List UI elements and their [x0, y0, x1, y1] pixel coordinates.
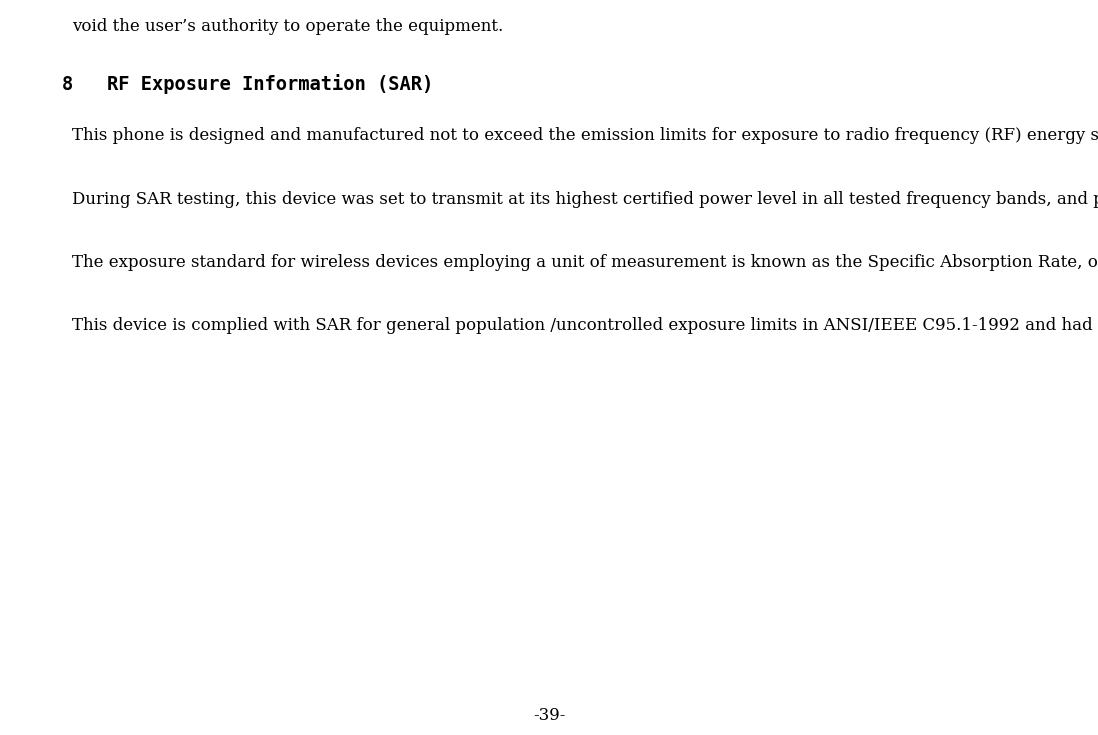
Text: This device is complied with SAR for general population /uncontrolled exposure l: This device is complied with SAR for gen…	[72, 318, 1098, 334]
Text: This phone is designed and manufactured not to exceed the emission limits for ex: This phone is designed and manufactured …	[72, 127, 1098, 144]
Text: void the user’s authority to operate the equipment.: void the user’s authority to operate the…	[72, 18, 503, 35]
Text: -39-: -39-	[533, 707, 565, 724]
Text: During SAR testing, this device was set to transmit at its highest certified pow: During SAR testing, this device was set …	[72, 190, 1098, 207]
Text: 8   RF Exposure Information (SAR): 8 RF Exposure Information (SAR)	[61, 74, 434, 94]
Text: The exposure standard for wireless devices employing a unit of measurement is kn: The exposure standard for wireless devic…	[72, 254, 1098, 271]
